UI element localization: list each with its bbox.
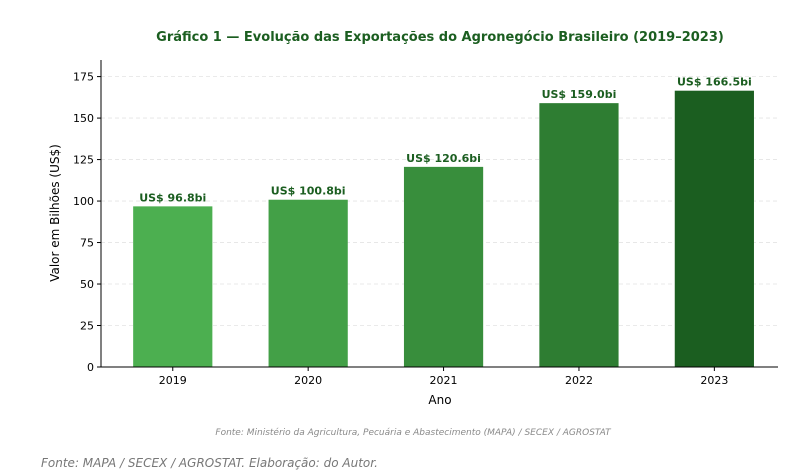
x-tick-label: 2019 [159,374,187,387]
bar-2020 [268,199,348,367]
chart-title: Gráfico 1 — Evolução das Exportações do … [156,30,724,45]
data-labels: US$ 96.8bi US$ 100.8bi US$ 120.6bi US$ 159.… [139,76,752,205]
chart: Gráfico 1 — Evolução das Exportações do … [48,30,778,438]
y-tick-label: 75 [80,237,94,250]
x-tick-label: 2020 [294,374,322,387]
x-tick-label: 2022 [565,374,593,387]
x-tick-label: 2021 [430,374,458,387]
bar-2019 [133,206,213,367]
data-label-2021: US$ 120.6bi [406,152,481,165]
y-tick-label: 175 [73,71,94,84]
y-tick-labels: 0 25 50 75 100 125 150 175 [73,71,101,374]
y-tick-label: 100 [73,195,94,208]
data-label-2019: US$ 96.8bi [139,191,206,204]
y-tick-label: 50 [80,278,94,291]
chart-source-note: Fonte: Ministério da Agricultura, Pecuár… [215,427,612,438]
y-tick-label: 125 [73,154,94,167]
bar-2023 [674,90,754,367]
y-axis-label: Valor em Bilhões (US$) [48,144,62,282]
y-tick-label: 25 [80,320,94,333]
bar-2021 [403,166,484,367]
bars [133,90,754,368]
data-label-2023: US$ 166.5bi [677,76,752,89]
x-tick-labels: 2019 2020 2021 2022 2023 [159,367,728,387]
y-tick-label: 0 [87,361,94,374]
x-tick-label: 2023 [700,374,728,387]
data-label-2020: US$ 100.8bi [271,185,346,198]
x-axis-label: Ano [428,393,451,407]
bar-2022 [539,103,619,368]
footer-source: Fonte: MAPA / SECEX / AGROSTAT. Elaboraç… [41,456,378,470]
y-tick-label: 150 [73,112,94,125]
data-label-2022: US$ 159.0bi [542,88,617,101]
axes [100,60,778,368]
